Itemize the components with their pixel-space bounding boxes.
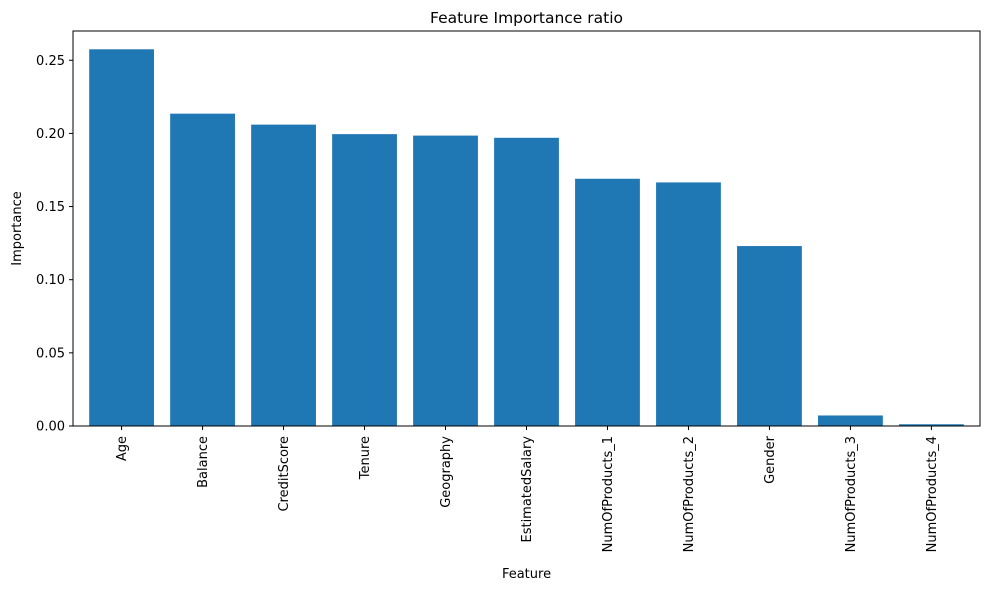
bar-gender	[737, 246, 802, 426]
y-tick-label: 0.25	[36, 54, 65, 69]
y-tick-label: 0.05	[36, 346, 65, 361]
bar-numofproducts-4	[899, 424, 964, 426]
x-tick-label: NumOfProducts_3	[844, 436, 859, 552]
y-tick-label: 0.20	[36, 127, 65, 142]
x-axis-title: Feature	[502, 567, 551, 582]
x-tick-label: CreditScore	[277, 436, 292, 512]
bar-numofproducts-3	[818, 415, 883, 426]
bar-numofproducts-2	[656, 182, 721, 426]
y-tick-label: 0.00	[36, 420, 65, 435]
x-tick-label: NumOfProducts_2	[682, 436, 697, 552]
bar-tenure	[332, 134, 397, 426]
x-axis: Age Balance CreditScore Tenure Geography Esti…	[115, 426, 940, 552]
y-axis-title: Importance	[10, 191, 25, 266]
bar-age	[89, 49, 154, 426]
bar-geography	[413, 135, 478, 426]
x-tick-label: Geography	[439, 436, 454, 508]
x-tick-label: Tenure	[358, 436, 373, 480]
plot-frame	[72, 30, 981, 427]
x-tick-label: EstimatedSalary	[520, 436, 535, 543]
bars-group	[89, 49, 964, 427]
x-tick-label: Gender	[763, 435, 778, 484]
x-tick-label: NumOfProducts_1	[601, 436, 616, 552]
bar-creditscore	[251, 124, 316, 426]
y-tick-label: 0.10	[36, 273, 65, 288]
x-tick-label: Balance	[196, 436, 211, 488]
x-tick-label: NumOfProducts_4	[925, 436, 940, 552]
x-tick-label: Age	[115, 436, 130, 461]
y-tick-label: 0.15	[36, 200, 65, 215]
bar-estimatedsalary	[494, 137, 559, 427]
bar-numofproducts-1	[575, 178, 640, 426]
y-axis: 0.00 0.05 0.10 0.15 0.20 0.25	[36, 54, 73, 435]
chart-title: Feature Importance ratio	[430, 9, 623, 27]
bar-balance	[170, 113, 235, 426]
